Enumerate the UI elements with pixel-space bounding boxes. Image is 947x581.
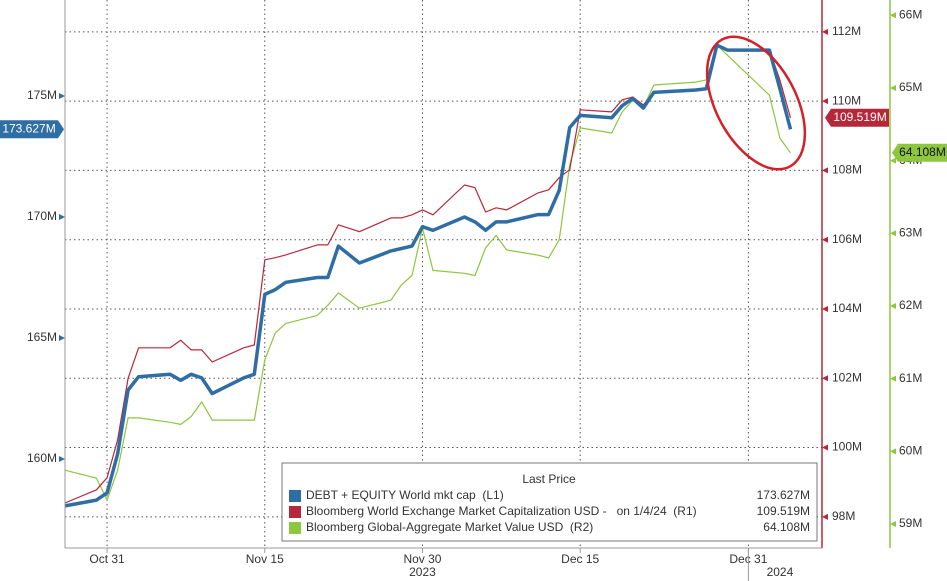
y3-tick bbox=[890, 448, 896, 455]
legend-swatch bbox=[289, 490, 301, 502]
legend-box bbox=[281, 462, 818, 542]
series-line bbox=[64, 43, 793, 508]
y-tick bbox=[59, 93, 65, 100]
y3-tick-label: 66M bbox=[899, 7, 922, 21]
y2-tick-label: 108M bbox=[832, 163, 862, 177]
x-group-label: 2024 bbox=[767, 565, 794, 579]
legend-label: Bloomberg Global-Aggregate Market Value … bbox=[306, 520, 593, 534]
y2-tick-label: 100M bbox=[832, 440, 862, 454]
y2-tick bbox=[822, 375, 828, 382]
y3-tick bbox=[890, 375, 896, 382]
x-tick-label: Oct 31 bbox=[89, 552, 125, 566]
legend-label: Bloomberg World Exchange Market Capitali… bbox=[306, 504, 697, 518]
value-flag-label: 173.627M bbox=[2, 121, 55, 135]
y2-tick bbox=[822, 305, 828, 312]
y-tick bbox=[59, 455, 65, 462]
y-tick-label: 160M bbox=[27, 451, 57, 465]
y3-tick-label: 59M bbox=[899, 516, 922, 530]
y3-tick bbox=[890, 157, 896, 164]
value-flag bbox=[825, 108, 889, 127]
y3-tick bbox=[890, 84, 896, 91]
y-tick-label: 170M bbox=[27, 209, 57, 223]
y3-tick bbox=[890, 302, 896, 309]
y3-tick-label: 60M bbox=[899, 444, 922, 458]
y2-tick bbox=[822, 444, 828, 451]
x-tick-label: Dec 15 bbox=[561, 552, 599, 566]
legend-swatch bbox=[289, 506, 301, 518]
y3-tick bbox=[890, 521, 896, 528]
value-flag bbox=[892, 143, 947, 162]
y2-tick-label: 102M bbox=[832, 370, 862, 384]
legend: Last Price DEBT + EQUITY World mkt cap (L… bbox=[281, 462, 818, 542]
y2-tick bbox=[822, 236, 828, 243]
legend-value: 109.519M bbox=[757, 504, 810, 518]
y2-tick-label: 98M bbox=[832, 509, 855, 523]
x-group-label: 2023 bbox=[409, 565, 436, 579]
y3-tick bbox=[890, 12, 896, 19]
y3-tick-label: 61M bbox=[899, 371, 922, 385]
y-tick bbox=[59, 334, 65, 341]
legend-swatch bbox=[289, 522, 301, 534]
highlight-ellipse bbox=[705, 35, 807, 171]
legend-value: 173.627M bbox=[757, 488, 810, 502]
y2-tick-label: 110M bbox=[832, 93, 861, 107]
y2-tick bbox=[822, 513, 828, 520]
value-flag-label: 64.108M bbox=[899, 145, 946, 159]
y3-tick-label: 63M bbox=[899, 225, 922, 239]
legend-title: Last Price bbox=[522, 472, 576, 486]
y2-tick bbox=[822, 167, 828, 174]
y3-tick-label: 65M bbox=[899, 80, 922, 94]
x-tick-label: Nov 30 bbox=[403, 552, 441, 566]
legend-label: DEBT + EQUITY World mkt cap (L1) bbox=[306, 488, 504, 502]
y2-tick-label: 104M bbox=[832, 301, 862, 315]
y3-tick bbox=[890, 230, 896, 237]
y2-tick-label: 112M bbox=[832, 24, 861, 38]
y2-tick-label: 106M bbox=[832, 232, 862, 246]
value-flag bbox=[0, 120, 64, 139]
y-tick bbox=[59, 214, 65, 221]
y2-tick bbox=[822, 28, 828, 35]
y3-tick-label: 62M bbox=[899, 298, 922, 312]
y-tick-label: 165M bbox=[27, 330, 57, 344]
value-flag-label: 109.519M bbox=[833, 110, 886, 124]
y2-tick bbox=[822, 98, 828, 105]
x-tick-label: Nov 15 bbox=[246, 552, 284, 566]
legend-value: 64.108M bbox=[763, 520, 810, 534]
y-tick-label: 175M bbox=[27, 88, 57, 102]
